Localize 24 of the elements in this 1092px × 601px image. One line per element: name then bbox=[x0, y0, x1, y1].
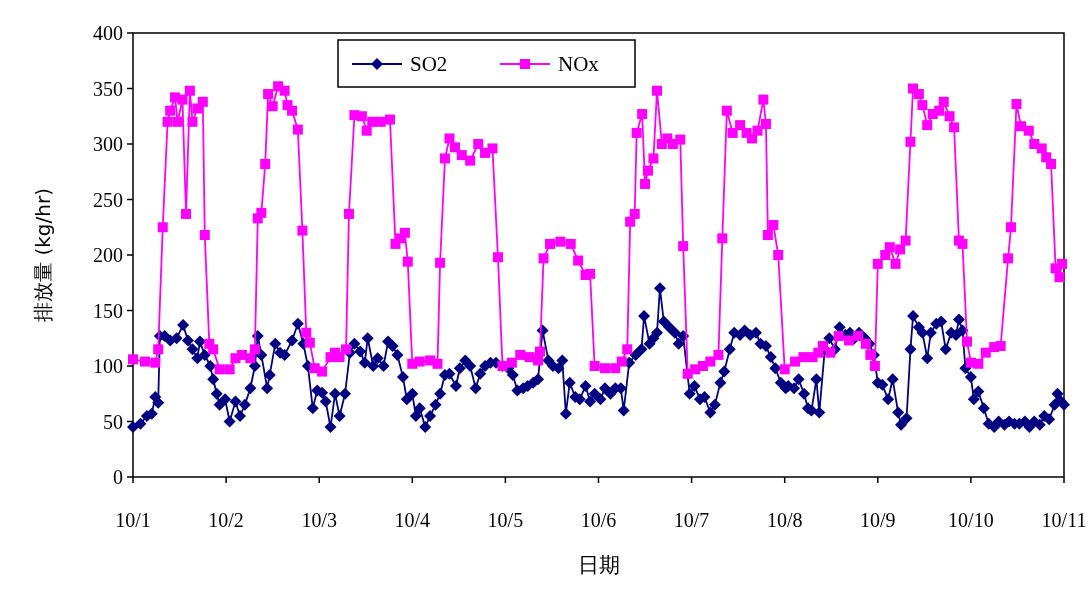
x-tick-label: 10/10 bbox=[948, 509, 994, 531]
x-tick-label: 10/6 bbox=[580, 509, 617, 531]
y-tick-label: 400 bbox=[93, 22, 123, 44]
legend-label: SO2 bbox=[410, 52, 448, 76]
y-tick-label: 50 bbox=[103, 410, 123, 433]
y-tick-label: 100 bbox=[93, 355, 123, 377]
y-tick-label: 200 bbox=[93, 244, 123, 266]
y-tick-label: 350 bbox=[93, 77, 123, 100]
x-tick-label: 10/9 bbox=[860, 509, 896, 531]
legend-label: NOx bbox=[558, 52, 600, 76]
y-tick-label: 300 bbox=[93, 133, 123, 155]
x-tick-label: 10/2 bbox=[208, 509, 244, 531]
x-axis-title: 日期 bbox=[577, 553, 620, 577]
y-tick-label: 0 bbox=[113, 466, 123, 488]
x-tick-label: 10/5 bbox=[487, 509, 524, 531]
x-tick-label: 10/11 bbox=[1041, 509, 1087, 531]
x-tick-label: 10/1 bbox=[115, 509, 151, 531]
x-tick-label: 10/4 bbox=[394, 509, 431, 531]
x-tick-label: 10/3 bbox=[301, 509, 337, 531]
y-axis-title: 排放量 (kg/hr) bbox=[31, 188, 55, 322]
x-tick-label: 10/8 bbox=[766, 509, 803, 531]
y-tick-label: 250 bbox=[93, 188, 123, 211]
x-tick-label: 10/7 bbox=[673, 509, 710, 531]
y-tick-label: 150 bbox=[93, 299, 123, 322]
